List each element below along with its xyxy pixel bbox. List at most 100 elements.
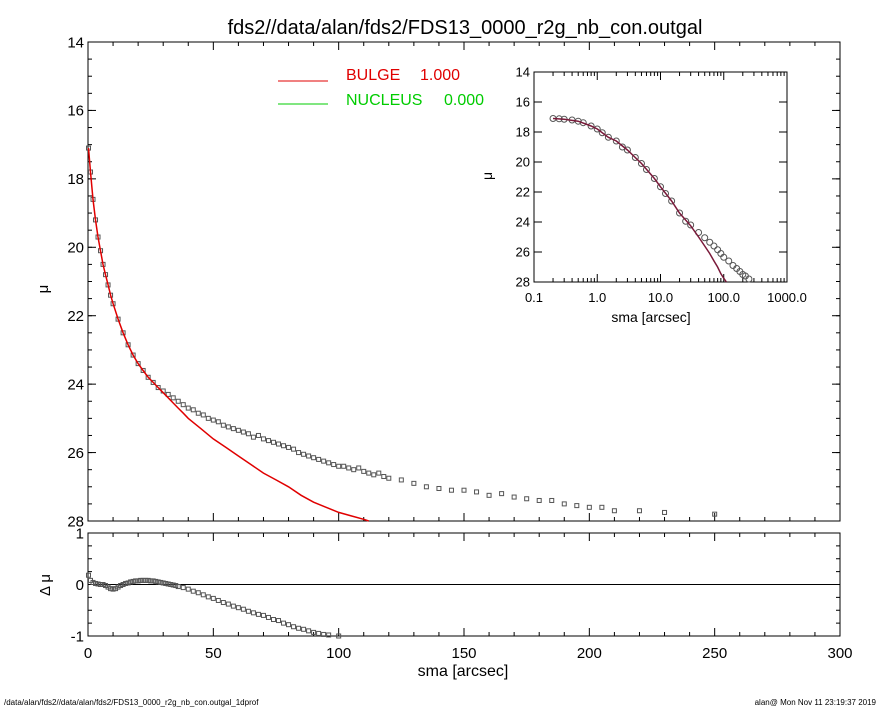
residual-data-point — [291, 624, 297, 630]
residual-data-point — [118, 583, 124, 589]
residual-data-point — [230, 603, 236, 609]
residual-data-point — [108, 586, 114, 592]
inset-ytick-label: 14 — [516, 65, 530, 80]
main-data-point — [230, 426, 236, 432]
main-data-point — [286, 444, 292, 450]
main-data-point — [366, 470, 372, 476]
main-data-point — [341, 463, 347, 469]
main-data-point — [361, 468, 367, 474]
residual-data-point — [260, 612, 266, 618]
main-data-point — [599, 504, 605, 510]
residual-data-point — [195, 590, 201, 596]
main-data-point — [321, 458, 327, 464]
main-data-point — [461, 487, 467, 493]
inset-xtick-label: 0.1 — [525, 290, 543, 305]
main-data-point — [371, 472, 377, 478]
inset-data-point — [687, 221, 695, 229]
main-data-point — [376, 470, 382, 476]
residual-data-point — [220, 600, 226, 606]
main-data-point — [145, 374, 151, 380]
legend-bulge-label: BULGE — [346, 67, 400, 84]
main-data-point — [165, 391, 171, 397]
main-data-point — [331, 462, 337, 468]
main-data-point — [311, 455, 317, 461]
residual-data-point — [125, 580, 131, 586]
main-data-point — [549, 497, 555, 503]
inset-data-point — [587, 122, 595, 130]
main-data-point — [170, 395, 176, 401]
inset-data-point — [676, 209, 684, 217]
main-data-point — [411, 480, 417, 486]
main-data-point — [586, 504, 592, 510]
inset-data-point — [668, 197, 676, 205]
inset-data-point — [593, 125, 601, 133]
residual-data-point — [301, 626, 307, 632]
residual-data-point — [225, 601, 231, 607]
residual-data-point — [160, 580, 166, 586]
main-data-point — [474, 489, 480, 495]
residual-data-point — [163, 580, 169, 586]
inset-xlabel: sma [arcsec] — [611, 309, 690, 325]
main-data-point — [225, 424, 231, 430]
main-data-point — [155, 385, 161, 391]
main-ytick-label: 28 — [67, 513, 84, 530]
main-data-point — [240, 429, 246, 435]
footer-right: alan@ Mon Nov 11 23:19:37 2019 — [755, 698, 877, 707]
residual-data-point — [210, 595, 216, 601]
main-data-point — [135, 361, 141, 367]
residual-data-point — [86, 572, 92, 578]
inset-data-point — [618, 143, 626, 151]
main-data-point — [636, 508, 642, 514]
inset-data-point — [657, 183, 664, 191]
residual-data-point — [135, 578, 141, 584]
inset-data-point — [710, 242, 718, 250]
main-data-point — [250, 434, 256, 440]
main-panel: 14 16 18 20 22 24 26 28 — [67, 34, 841, 530]
residual-data-point — [265, 614, 271, 620]
inset-ytick-label: 26 — [516, 245, 530, 260]
residual-data-point — [215, 597, 221, 603]
residual-data-point — [145, 577, 151, 583]
main-data-point — [180, 402, 186, 408]
main-bulge-line — [87, 148, 369, 522]
main-data-point — [351, 467, 357, 473]
main-data-point — [316, 456, 322, 462]
residual-data-point — [98, 582, 104, 587]
residual-data-point — [296, 625, 302, 631]
main-data-point — [205, 415, 211, 421]
residual-data-point — [326, 632, 332, 638]
residual-data-point — [245, 608, 251, 614]
residual-data-point — [95, 581, 101, 587]
footer-left: /data/alan/fds2//data/alan/fds2/FDS13_00… — [4, 698, 259, 707]
residual-data-point — [123, 580, 129, 586]
inset-panel: 0.1 1.0 10.0 100.0 1000.0 14 16 18 20 22 24 26 28 — [516, 65, 807, 305]
inset-data-point — [682, 217, 690, 225]
main-ytick-label: 18 — [67, 171, 84, 188]
residual-data-point — [240, 606, 246, 612]
main-data-point — [255, 432, 261, 438]
main-data-point — [270, 439, 276, 445]
main-data-point — [140, 367, 146, 373]
residual-ylabel: Δ μ — [37, 574, 54, 596]
legend: BULGE 1.000 NUCLEUS 0.000 — [278, 67, 484, 109]
residual-data-point — [321, 631, 327, 637]
residual-data-point — [93, 580, 99, 586]
main-data-point — [436, 485, 442, 491]
main-data-point — [125, 342, 131, 348]
residual-data-point — [235, 605, 241, 611]
inset-xtick-label: 10.0 — [648, 290, 673, 305]
residual-data-point — [190, 588, 196, 594]
inset-data-point — [598, 129, 606, 137]
main-data-point — [423, 484, 429, 490]
main-data-point — [130, 352, 136, 358]
main-data-point — [386, 475, 392, 481]
residual-xtick-label: 250 — [702, 645, 727, 662]
main-data-point — [265, 438, 271, 444]
inset-data-point — [745, 275, 753, 283]
inset-ylabel: μ — [479, 172, 495, 180]
residual-data-point — [143, 577, 149, 583]
residual-xtick-label: 300 — [827, 645, 852, 662]
main-data-point — [356, 465, 362, 471]
main-data-point — [448, 487, 454, 493]
